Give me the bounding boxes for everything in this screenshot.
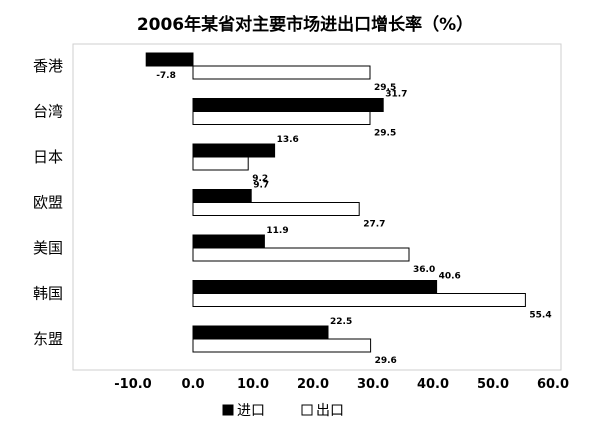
data-label: 29.5 bbox=[374, 83, 396, 93]
data-label: 31.7 bbox=[385, 90, 407, 100]
chart-title: 2006年某省对主要市场进出口增长率（%） bbox=[137, 14, 473, 35]
bars-layer bbox=[145, 52, 526, 353]
category-label: 欧盟 bbox=[33, 194, 63, 212]
data-label: 27.7 bbox=[363, 220, 385, 230]
category-label: 东盟 bbox=[33, 330, 63, 348]
data-label: 40.6 bbox=[439, 272, 461, 282]
category-label: 日本 bbox=[33, 148, 63, 166]
x-tick-label: 0.0 bbox=[181, 377, 204, 392]
import-bar bbox=[192, 325, 329, 340]
ticks-layer: -10.0 0.0 10.0 20.0 30.0 40.0 50.0 60.0 bbox=[114, 377, 569, 392]
category-label: 香港 bbox=[33, 57, 63, 75]
legend-label: 进口 bbox=[237, 403, 265, 419]
category-label: 韩国 bbox=[33, 285, 63, 303]
export-bar bbox=[192, 156, 249, 171]
x-tick-label: 60.0 bbox=[537, 377, 569, 392]
x-tick-label: 10.0 bbox=[237, 377, 269, 392]
import-bar bbox=[192, 189, 252, 203]
legend-label: 出口 bbox=[316, 403, 344, 419]
data-label: -7.8 bbox=[156, 71, 176, 81]
category-label: 台湾 bbox=[33, 103, 63, 121]
import-bar bbox=[145, 52, 194, 67]
data-label: 29.5 bbox=[374, 129, 396, 139]
import-bar bbox=[192, 234, 265, 249]
export-bar bbox=[192, 202, 360, 216]
data-label: 9.2 bbox=[252, 174, 268, 184]
x-tick-label: -10.0 bbox=[114, 377, 151, 392]
category-label: 美国 bbox=[33, 239, 63, 257]
legend-swatch bbox=[301, 404, 313, 416]
x-tick-label: 50.0 bbox=[477, 377, 509, 392]
import-bar bbox=[192, 143, 276, 158]
x-tick-label: 30.0 bbox=[357, 377, 389, 392]
x-tick-label: 20.0 bbox=[297, 377, 329, 392]
plot-area-border bbox=[72, 43, 562, 371]
export-bar bbox=[192, 247, 410, 262]
data-label: 13.6 bbox=[277, 135, 299, 145]
import-bar bbox=[192, 98, 384, 112]
data-label: 29.6 bbox=[375, 356, 397, 366]
import-bar bbox=[192, 280, 438, 294]
data-label: 9.7 bbox=[253, 181, 269, 191]
legend-swatch bbox=[222, 404, 234, 416]
export-bar bbox=[192, 65, 371, 80]
labels-layer: 香港-7.829.5台湾31.729.5日本13.69.2欧盟9.727.7美国… bbox=[33, 57, 552, 366]
export-bar bbox=[192, 293, 526, 307]
x-tick-label: 40.0 bbox=[417, 377, 449, 392]
data-label: 11.9 bbox=[266, 226, 288, 236]
data-label: 36.0 bbox=[413, 265, 435, 275]
data-label: 55.4 bbox=[529, 311, 551, 321]
legend: 进口 出口 bbox=[222, 403, 344, 419]
export-bar bbox=[192, 338, 372, 353]
export-bar bbox=[192, 111, 371, 125]
data-label: 22.5 bbox=[330, 317, 352, 327]
